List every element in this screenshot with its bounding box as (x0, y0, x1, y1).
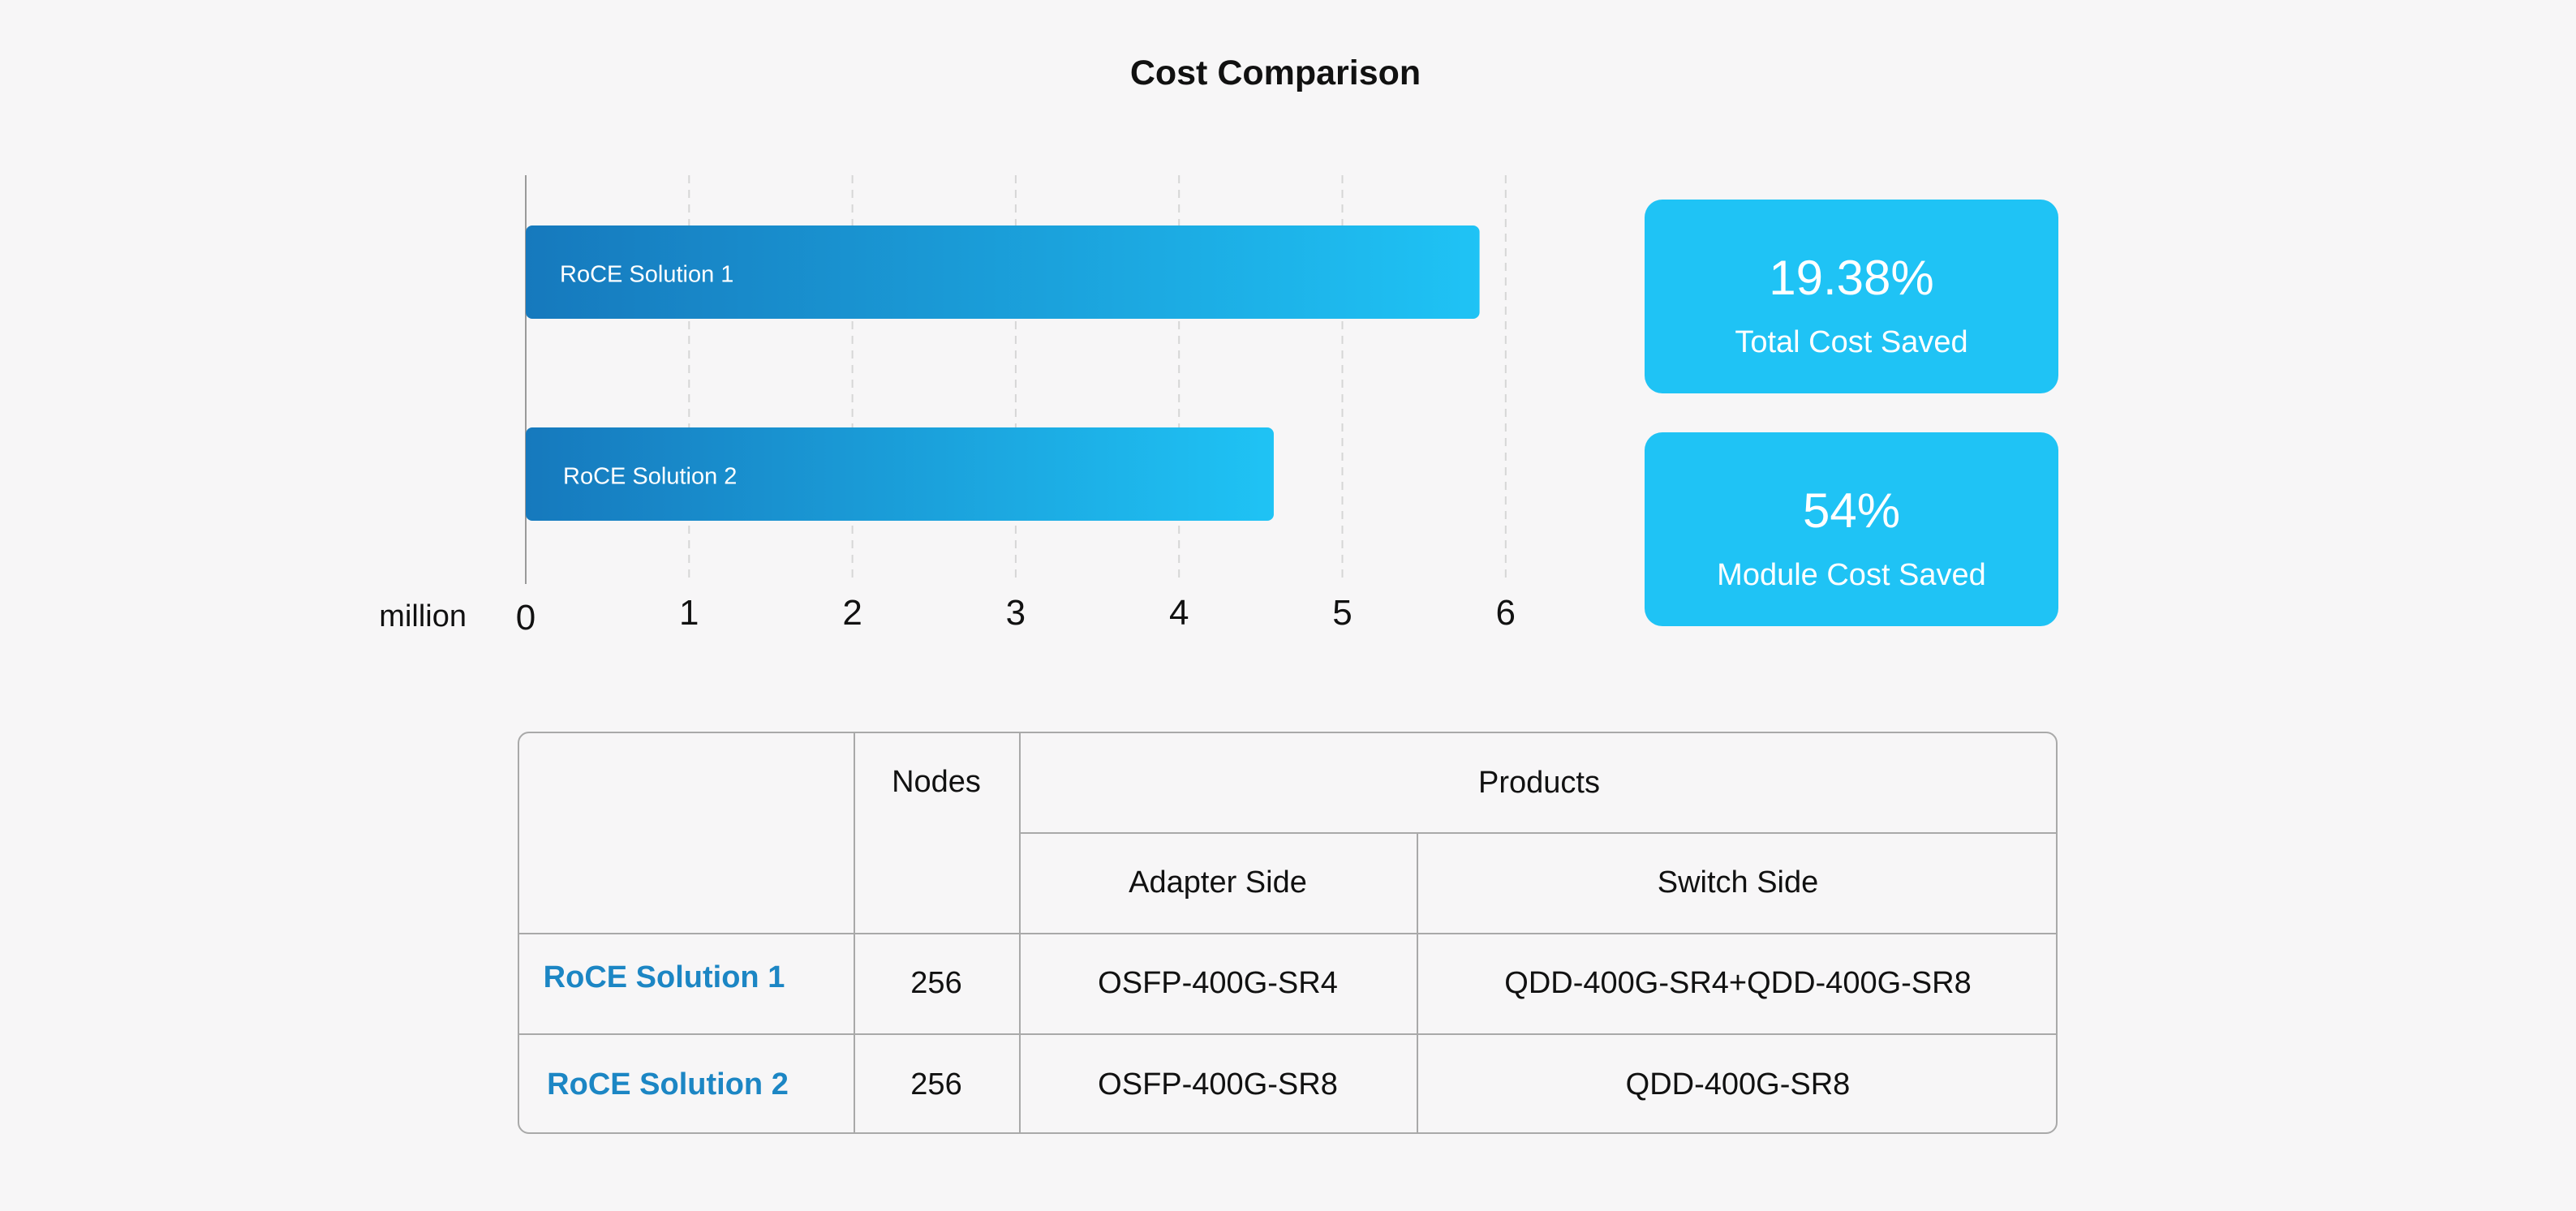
x-tick-label: 4 (1169, 593, 1189, 633)
bar-chart: RoCE Solution 1 RoCE Solution 2 0 1 2 3 4 5 6 m… (379, 175, 1516, 638)
row2-adapter: OSFP-400G-SR8 (1098, 1067, 1338, 1101)
header-adapter-side: Adapter Side (1129, 865, 1307, 900)
total-cost-saved-value: 19.38% (1769, 251, 1934, 305)
bar-label-1: RoCE Solution 1 (560, 262, 733, 288)
header-switch-side: Switch Side (1657, 865, 1819, 900)
x-tick-label: 1 (679, 593, 699, 633)
comparison-table: Nodes Products Adapter Side Switch Side … (518, 732, 2058, 1134)
total-cost-saved-label: Total Cost Saved (1735, 325, 1968, 359)
x-tick-label: 5 (1332, 593, 1352, 633)
x-tick-label: 0 (516, 598, 535, 638)
header-products: Products (1478, 765, 1600, 800)
x-axis-label: million (379, 599, 467, 633)
row1-nodes: 256 (910, 965, 962, 1000)
header-nodes: Nodes (892, 764, 981, 799)
row2-nodes: 256 (910, 1067, 962, 1101)
x-tick-label: 3 (1006, 593, 1026, 633)
chart-title: Cost Comparison (1129, 54, 1421, 92)
module-cost-saved-card: 54% Module Cost Saved (1645, 432, 2058, 626)
table-divider (519, 1033, 2056, 1035)
table-divider (1019, 832, 2056, 834)
table-divider (519, 933, 2056, 934)
row-label-roce-solution-2: RoCE Solution 2 (547, 1067, 789, 1101)
row-label-roce-solution-1: RoCE Solution 1 (543, 960, 785, 994)
row1-adapter: OSFP-400G-SR4 (1098, 965, 1338, 1000)
x-tick-label: 2 (842, 593, 862, 633)
bar-label-2: RoCE Solution 2 (563, 464, 737, 490)
module-cost-saved-value: 54% (1802, 483, 1901, 538)
table-divider (1417, 832, 1418, 1132)
row1-switch: QDD-400G-SR4+QDD-400G-SR8 (1504, 965, 1972, 1000)
bar-1 (526, 225, 1480, 319)
total-cost-saved-card: 19.38% Total Cost Saved (1645, 200, 2058, 393)
row2-switch: QDD-400G-SR8 (1625, 1067, 1851, 1101)
x-tick-label: 6 (1496, 593, 1516, 633)
bar-2 (526, 427, 1274, 521)
module-cost-saved-label: Module Cost Saved (1717, 558, 1986, 592)
